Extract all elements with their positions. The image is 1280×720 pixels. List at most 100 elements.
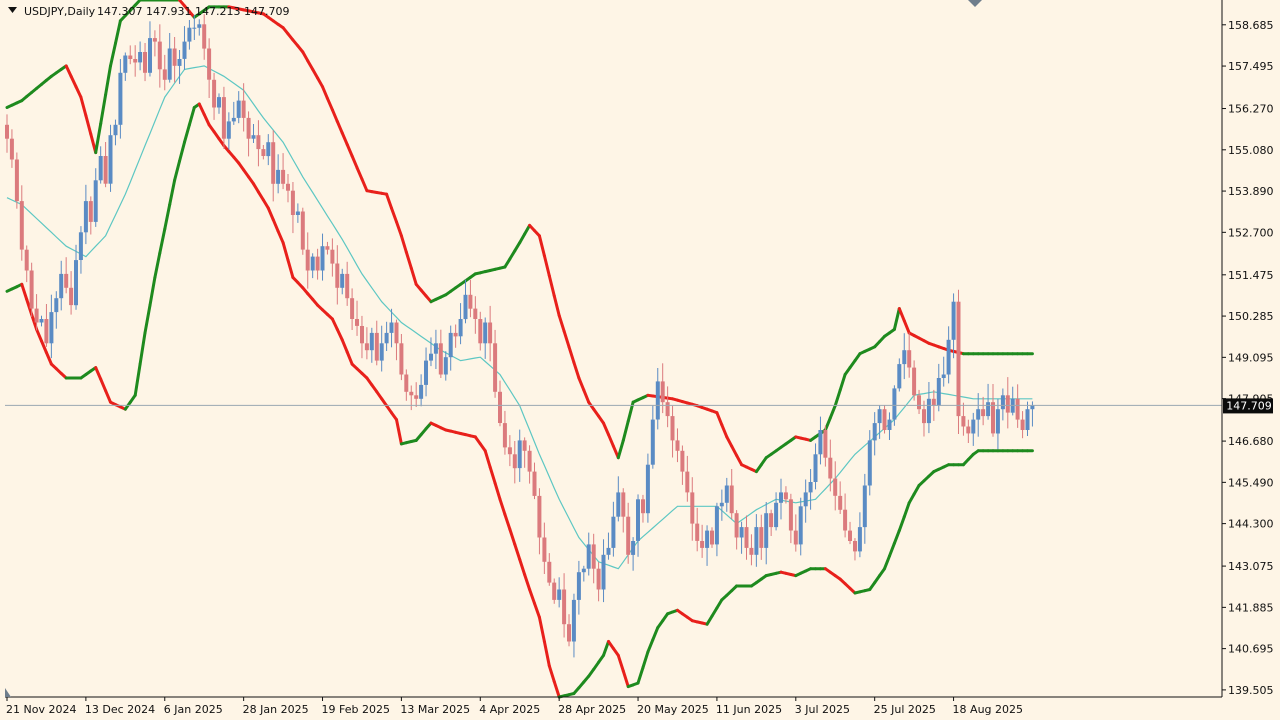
candle: [557, 577, 562, 608]
candle-body: [744, 527, 749, 548]
candle-body: [867, 440, 872, 486]
candle: [310, 253, 315, 279]
candle-body: [783, 492, 788, 500]
price-tick-label: 145.490: [1228, 476, 1274, 489]
time-tick-label: 6 Jan 2025: [164, 703, 223, 716]
lower-band-line-segment: [897, 515, 906, 533]
candle: [251, 124, 256, 143]
upper-band-line-segment: [730, 444, 739, 457]
candle: [838, 481, 843, 514]
candlesticks: [5, 14, 1035, 658]
candle: [596, 562, 601, 602]
candle: [345, 261, 350, 306]
candle: [483, 317, 488, 359]
lower-band-line-segment: [138, 331, 147, 366]
candle: [675, 428, 680, 463]
upper-band-line-segment: [552, 294, 561, 318]
candle-body: [14, 159, 19, 202]
candle-body: [917, 395, 921, 410]
candle: [734, 510, 739, 550]
candle: [433, 329, 438, 369]
upper-band-line: [5, 0, 1034, 474]
candle: [202, 14, 207, 60]
time-tick-label: 21 Nov 2024: [6, 703, 76, 716]
price-tick-label: 141.885: [1228, 601, 1274, 614]
candle-body: [128, 55, 133, 59]
candle-body: [187, 27, 192, 42]
candle-body: [340, 273, 345, 288]
candle-body: [266, 142, 271, 157]
candle: [936, 363, 941, 412]
candle: [655, 368, 660, 430]
candle-body: [695, 523, 700, 541]
time-tick-label: 13 Dec 2024: [85, 703, 155, 716]
candle: [364, 327, 369, 360]
lower-band-line-segment: [641, 650, 650, 669]
lower-band-line-segment: [646, 638, 655, 654]
low-value: 147.213: [195, 5, 241, 18]
lower-band-line-segment: [395, 418, 403, 446]
candle: [981, 396, 986, 426]
candle: [369, 327, 374, 363]
candle: [290, 182, 295, 234]
lower-band-line-segment: [202, 112, 211, 127]
candle-body: [626, 516, 631, 555]
candle-body: [665, 402, 670, 417]
upper-band-line-segment: [321, 85, 329, 100]
candle-body: [912, 367, 917, 396]
price-tick-label: 153.890: [1228, 185, 1274, 198]
candle-body: [522, 440, 527, 451]
candle: [769, 509, 774, 536]
price-tick-label: 143.075: [1228, 560, 1274, 573]
candle-body: [453, 332, 458, 337]
candle-body: [315, 256, 320, 271]
candle: [152, 30, 157, 57]
lower-band-line-segment: [271, 218, 280, 233]
scroll-marker-icon[interactable]: [5, 688, 11, 697]
price-tick-label: 152.700: [1228, 226, 1274, 239]
candle: [49, 294, 54, 359]
candle-body: [236, 100, 241, 118]
candle: [897, 358, 902, 392]
candle: [552, 578, 557, 604]
candle-body: [961, 416, 966, 427]
candle: [197, 19, 202, 36]
candle: [853, 538, 857, 561]
candle-body: [118, 72, 123, 125]
upper-band-line-segment: [607, 433, 615, 448]
upper-band-line-segment: [602, 421, 610, 437]
shift-marker-icon[interactable]: [968, 0, 982, 7]
candle-body: [197, 24, 202, 28]
lower-band-line-segment: [503, 512, 512, 531]
candle-body: [138, 52, 143, 63]
candle: [710, 527, 714, 548]
candle-body: [680, 450, 685, 472]
candle-body: [936, 378, 941, 406]
candle-body: [93, 180, 98, 222]
candle-body: [941, 374, 946, 378]
candle-body: [798, 506, 803, 545]
price-tick-label: 155.080: [1228, 144, 1274, 157]
candle: [744, 515, 749, 560]
time-tick-label: 20 May 2025: [637, 703, 709, 716]
upper-band-line-segment: [109, 41, 117, 68]
candle: [571, 593, 576, 658]
candle: [759, 514, 764, 560]
candle: [542, 522, 547, 574]
candle: [971, 412, 976, 446]
candle: [241, 83, 246, 132]
candle: [74, 244, 78, 310]
candle-body: [162, 69, 167, 80]
candle: [862, 473, 867, 544]
upper-band-line-segment: [537, 234, 546, 258]
candle-body: [719, 502, 724, 507]
candle-body: [182, 41, 187, 59]
lower-band-line-segment: [158, 227, 167, 255]
candle: [857, 512, 862, 558]
candle-body: [808, 482, 813, 493]
dropdown-arrow-icon[interactable]: [8, 7, 17, 13]
candle-body: [276, 169, 281, 184]
candle: [581, 565, 586, 582]
